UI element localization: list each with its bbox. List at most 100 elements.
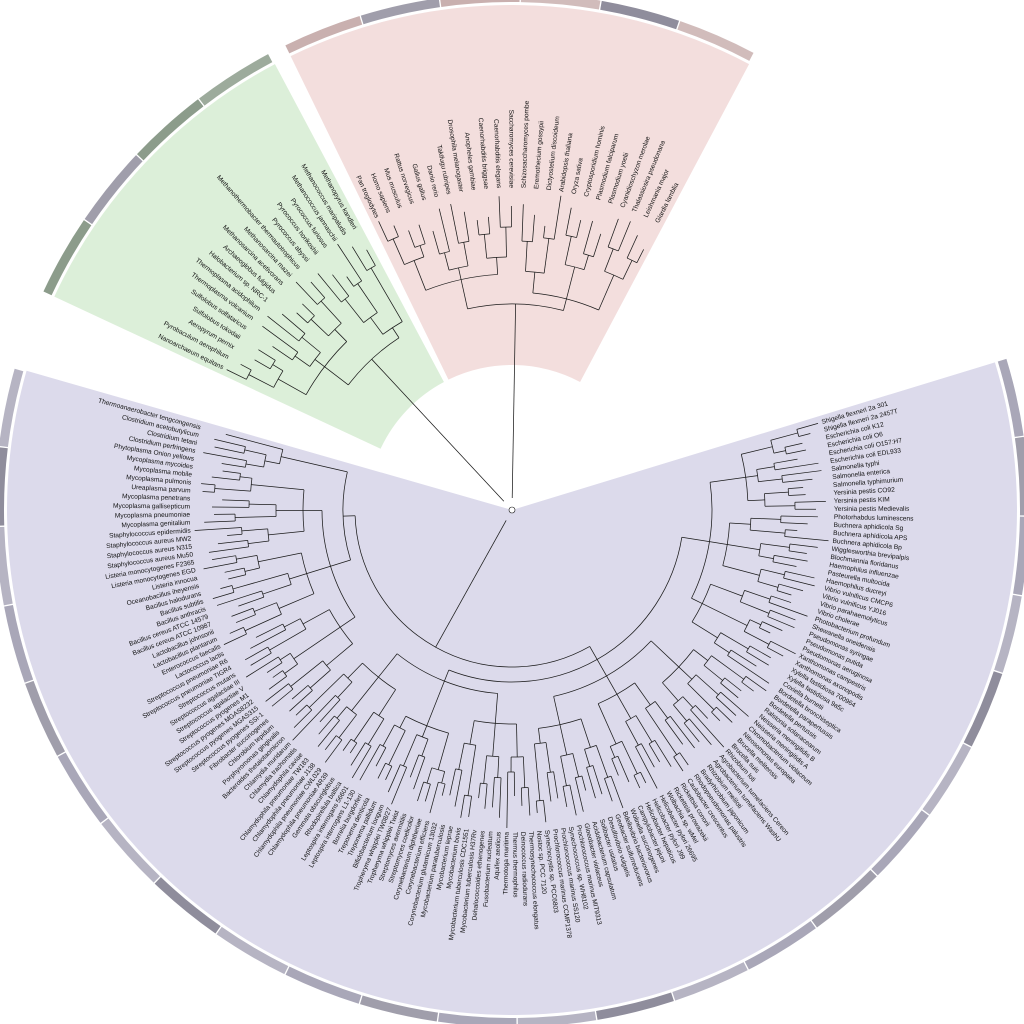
taxon-label: Yersinia pestis KIM [834, 496, 890, 505]
branch [310, 281, 326, 299]
branch [244, 449, 267, 456]
branch-arc [335, 695, 341, 700]
branch-arc [317, 297, 326, 305]
branch [782, 478, 813, 483]
branch [279, 652, 291, 661]
branch [258, 349, 276, 361]
branch-arc [536, 799, 544, 802]
branch [351, 676, 379, 711]
branch [324, 739, 343, 763]
branch [392, 327, 400, 338]
tree-branches [194, 195, 829, 828]
branch [429, 782, 439, 814]
taxon-label: Saccharomyces cerevisiae [507, 110, 514, 189]
branch [235, 614, 256, 623]
branch [330, 559, 351, 567]
branch [289, 690, 313, 712]
branch [444, 252, 450, 271]
branch [266, 662, 283, 673]
branch-arc [690, 705, 696, 711]
branch-arc [553, 640, 652, 697]
branch [232, 573, 288, 590]
branch [262, 584, 292, 595]
branch [239, 476, 252, 479]
branch [220, 585, 233, 589]
ring-segment [517, 1011, 597, 1024]
branch [382, 724, 395, 747]
branch [332, 274, 350, 297]
sector-bacteria [6, 362, 1017, 1015]
branch [265, 683, 289, 702]
branch [310, 319, 329, 337]
branch-arc [458, 241, 470, 244]
branch [204, 520, 236, 523]
branch-arc [278, 656, 283, 663]
branch [691, 597, 703, 604]
branch [320, 300, 342, 324]
branch [709, 541, 728, 545]
branch-arc [448, 265, 469, 271]
branch-arc [400, 764, 407, 768]
branch [250, 629, 286, 649]
branch [454, 770, 463, 807]
branch [650, 640, 680, 668]
branch-arc [764, 493, 766, 507]
ring-segment [154, 877, 221, 934]
branch [758, 555, 774, 559]
ring-segment [438, 1012, 517, 1024]
branch [565, 207, 572, 236]
taxon-label: Mycoplasma gallisepticum [113, 503, 191, 511]
ring-segment [0, 447, 8, 526]
branch [208, 546, 249, 553]
branch [710, 476, 746, 483]
branch [786, 449, 807, 455]
branch [589, 646, 598, 660]
branch-arc [243, 627, 247, 635]
branch [762, 621, 783, 631]
branch [249, 503, 277, 506]
branch [683, 722, 700, 743]
branch [497, 756, 500, 778]
branch [317, 720, 340, 747]
branch [342, 738, 352, 751]
branch [773, 450, 786, 454]
branch [727, 655, 770, 684]
branch [344, 298, 364, 323]
branch-arc [241, 527, 243, 535]
branch-arc [261, 590, 265, 598]
branch [351, 746, 372, 779]
ring-segment [101, 818, 160, 883]
branch [387, 764, 401, 793]
branch [264, 460, 280, 465]
branch-arc [394, 724, 406, 731]
branch [634, 682, 651, 706]
branch [597, 703, 617, 745]
taxon-label: Mycoplasma genitalium [121, 520, 191, 530]
branch [690, 709, 725, 748]
ring-segment [520, 0, 601, 10]
branch [413, 260, 427, 291]
branch [409, 754, 420, 778]
branch [226, 369, 247, 380]
branch [673, 704, 688, 722]
branch [458, 743, 465, 770]
branch [506, 771, 509, 828]
branch [388, 730, 406, 765]
taxon-label: Ureaplasma parvum [131, 484, 191, 495]
branch [583, 255, 589, 270]
branch-arc [302, 489, 305, 532]
branch [244, 567, 260, 572]
branch [293, 709, 313, 728]
taxon-label: Caenorhabditis elegans [492, 119, 502, 189]
ring-segment [359, 995, 439, 1022]
branch [711, 655, 745, 680]
branch [774, 462, 819, 471]
branch [319, 699, 341, 723]
branch [785, 529, 798, 531]
branch [785, 570, 815, 579]
branch [535, 800, 538, 813]
branch [516, 723, 518, 757]
branch-arc [396, 653, 498, 694]
branch [714, 642, 730, 654]
branch [616, 694, 632, 719]
